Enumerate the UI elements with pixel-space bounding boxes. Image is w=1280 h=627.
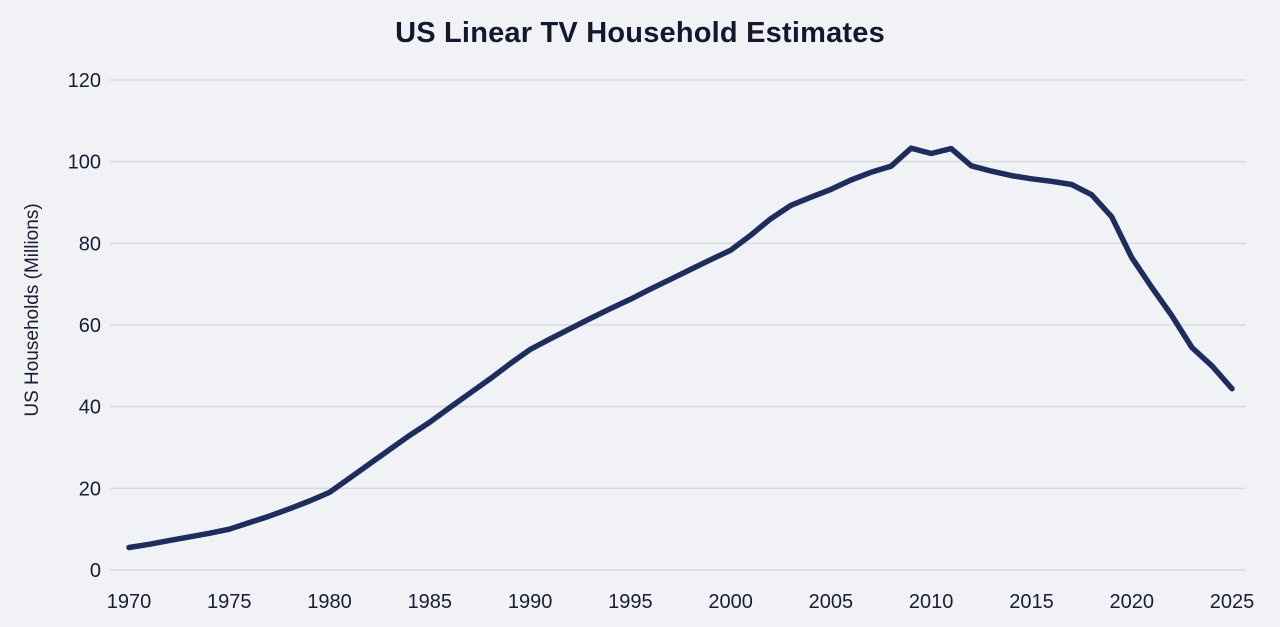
y-tick-label-120: 120	[68, 70, 101, 92]
x-tick-label-1985: 1985	[408, 591, 453, 613]
y-tick-label-80: 80	[79, 233, 101, 255]
data-line-us-linear-tv-households	[126, 145, 1235, 551]
x-tick-label-2020: 2020	[1109, 591, 1154, 613]
x-tick-label-2025: 2025	[1210, 591, 1255, 613]
x-tick-label-2000: 2000	[708, 591, 753, 613]
x-tick-label-2005: 2005	[809, 591, 854, 613]
x-tick-label-2015: 2015	[1009, 591, 1054, 613]
x-tick-label-1975: 1975	[207, 591, 252, 613]
x-tick-label-1995: 1995	[608, 591, 653, 613]
x-tick-label-1970: 1970	[107, 591, 152, 613]
x-tick-label-1990: 1990	[508, 591, 553, 613]
x-tick-label-2010: 2010	[909, 591, 954, 613]
y-tick-label-60: 60	[79, 315, 101, 337]
y-tick-label-40: 40	[79, 397, 101, 419]
x-tick-label-1980: 1980	[307, 591, 352, 613]
y-tick-label-20: 20	[79, 478, 101, 500]
y-tick-label-0: 0	[90, 560, 101, 582]
chart-title: US Linear TV Household Estimates	[395, 17, 885, 49]
y-tick-label-100: 100	[68, 152, 101, 174]
